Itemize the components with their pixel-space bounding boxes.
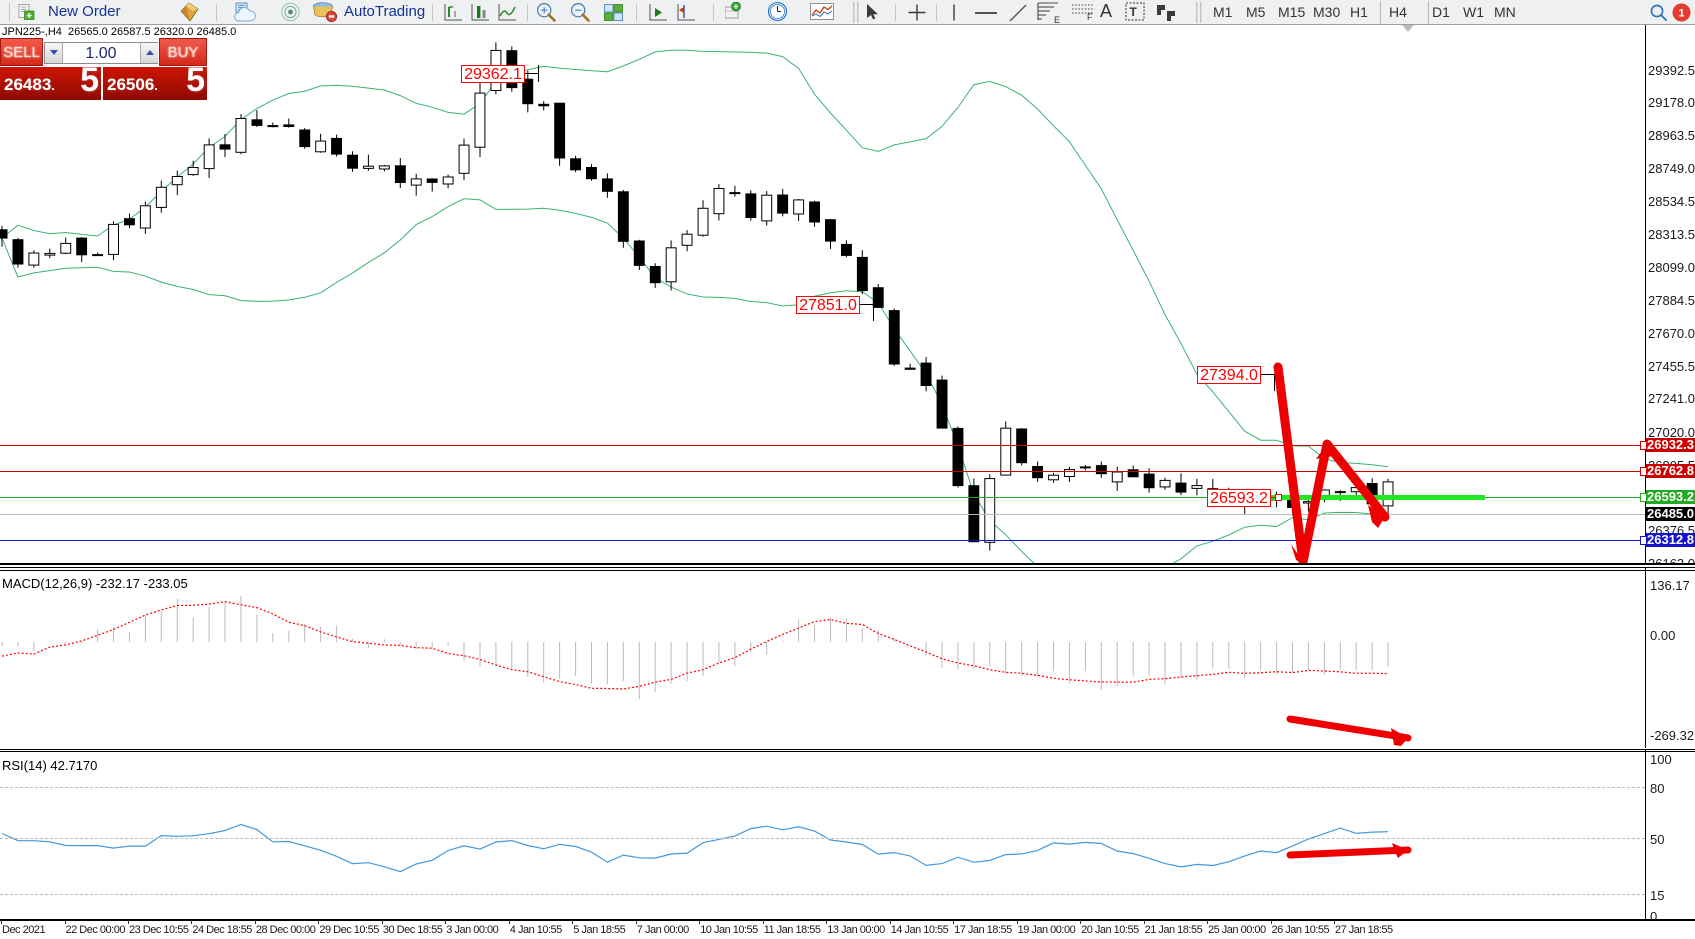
- svg-text:1: 1: [1678, 8, 1684, 20]
- svg-text:T: T: [1130, 5, 1138, 19]
- svg-text:E: E: [1054, 15, 1060, 24]
- svg-text:F: F: [1087, 12, 1093, 21]
